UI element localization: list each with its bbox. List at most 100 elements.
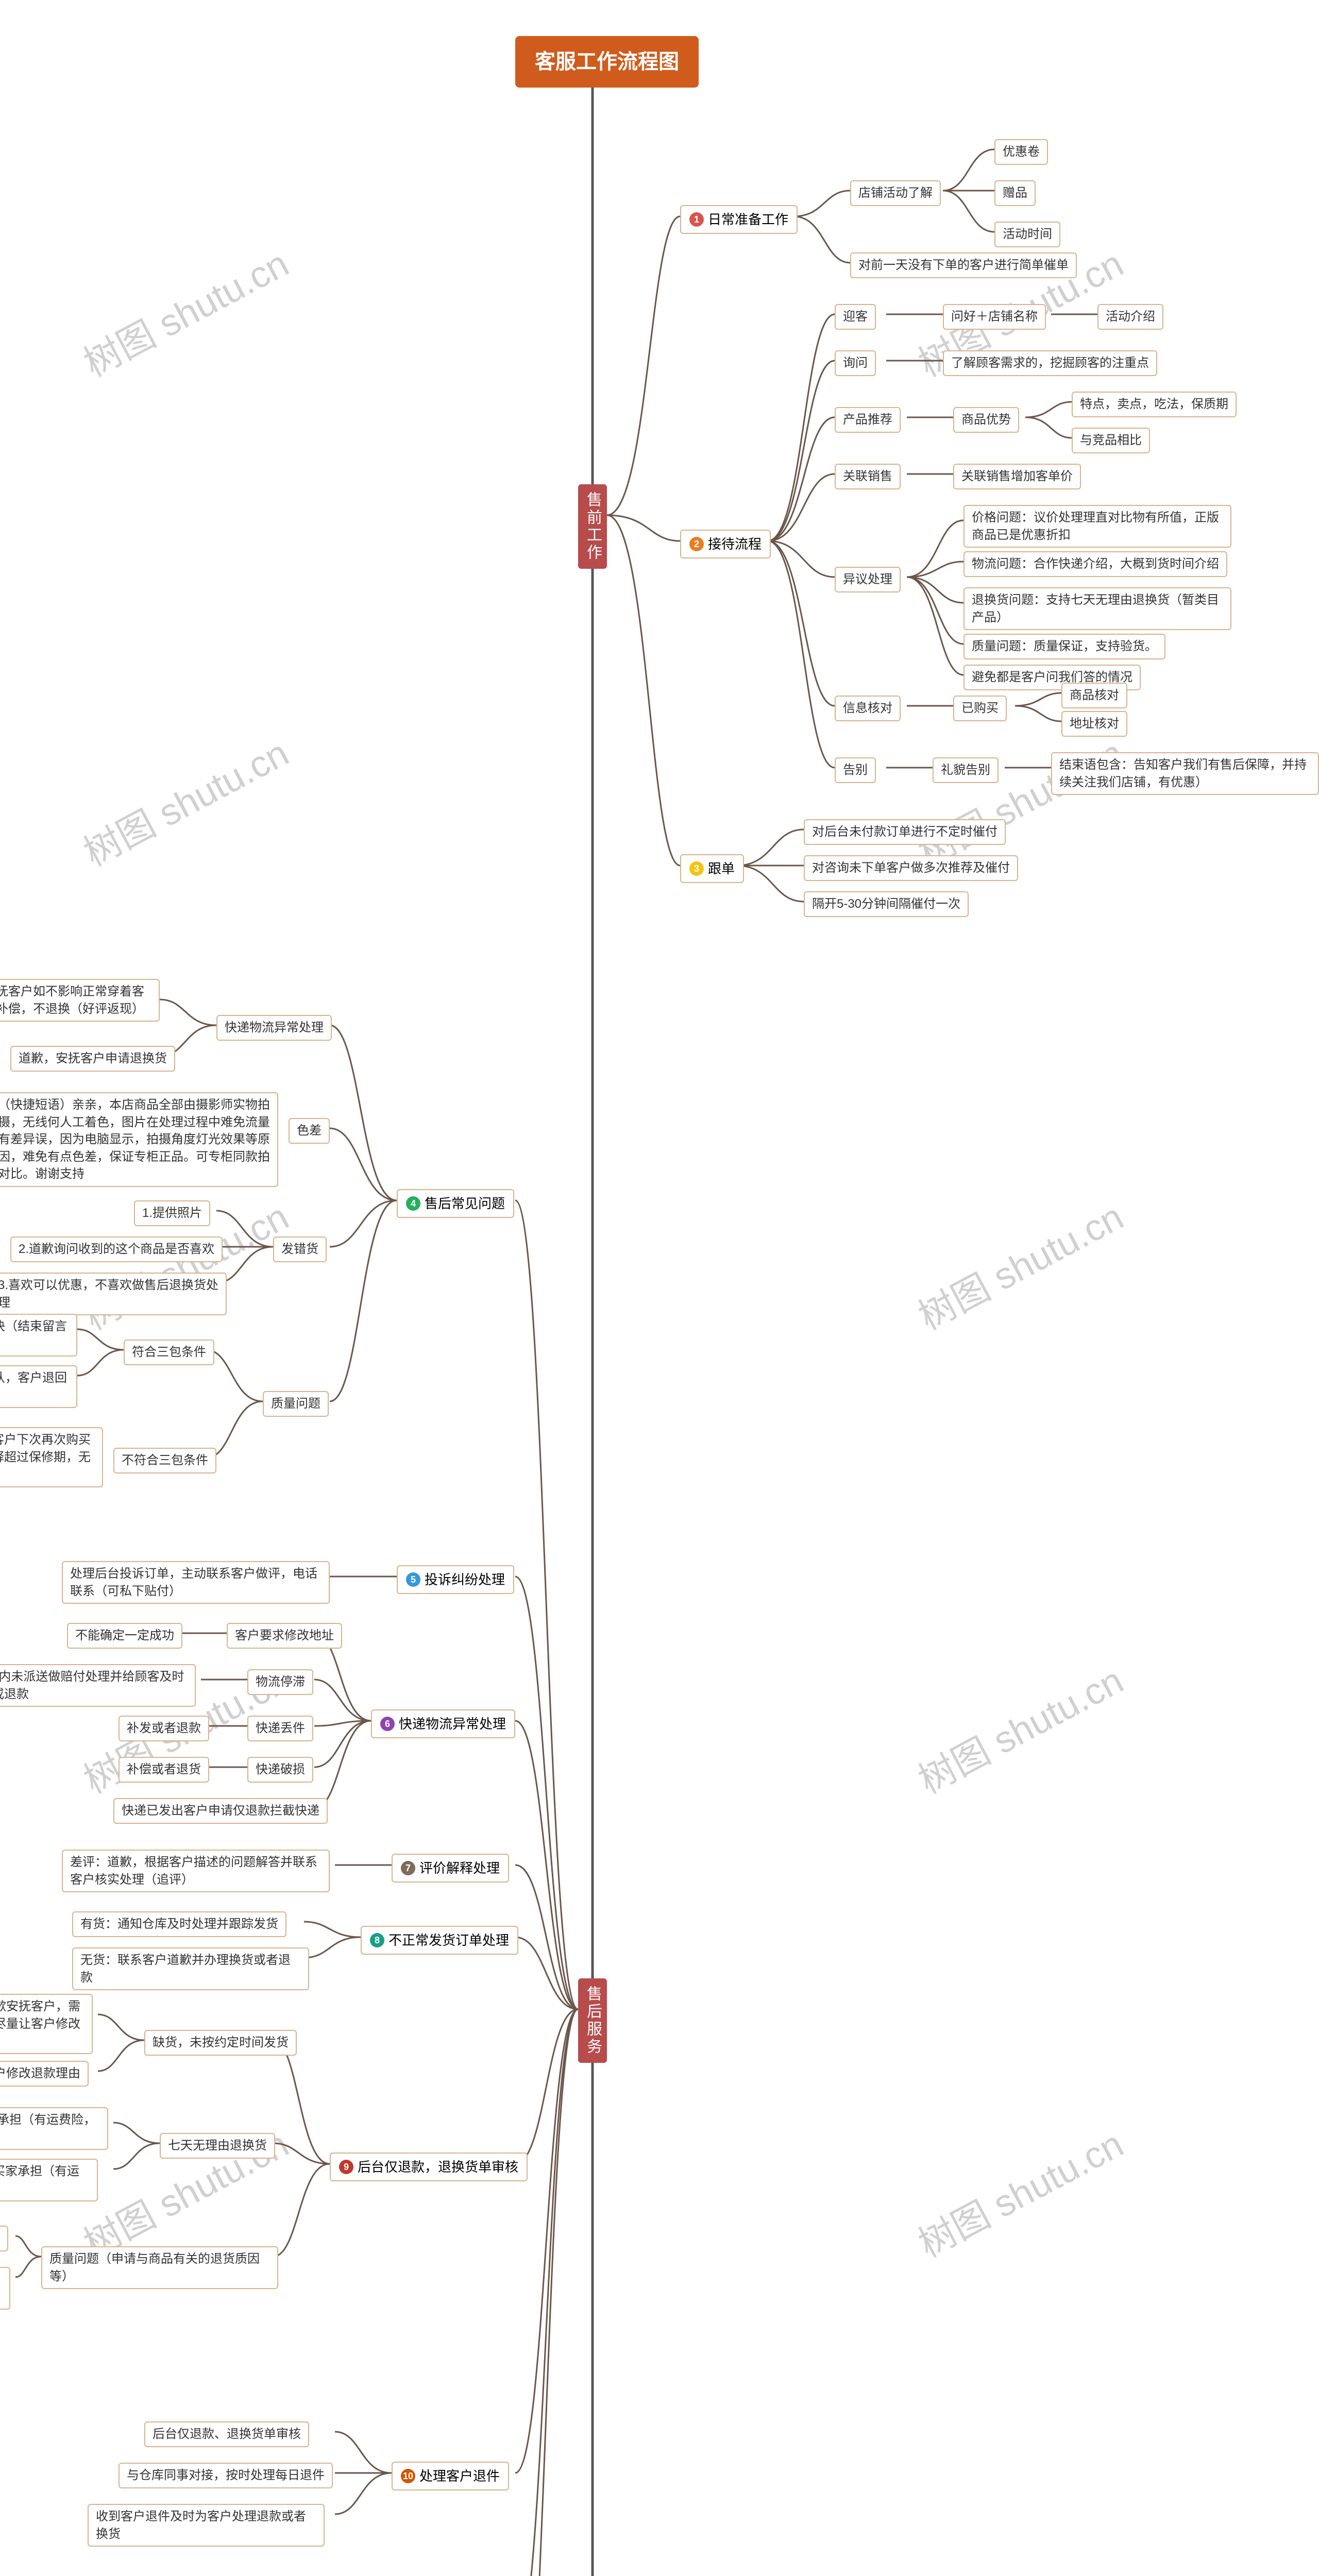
branch-aftersale: 售后服务 <box>578 1978 607 2063</box>
num-icon: 5 <box>406 1572 420 1587</box>
leaf: 客户要求修改地址 <box>227 1623 342 1649</box>
leaf: 店铺活动了解 <box>850 180 941 206</box>
sub-refund-audit: 9 后台仅退款，退换货单审核 <box>330 2153 528 2181</box>
leaf: 物流停滞 <box>247 1669 313 1695</box>
num-icon: 7 <box>401 1861 415 1875</box>
leaf: 2.道歉询问收到的这个商品是否喜欢 <box>10 1236 223 1262</box>
leaf: 不能确定一定成功 <box>67 1623 182 1649</box>
leaf: 告别 <box>835 757 876 783</box>
watermark: 树图 shutu.cn <box>907 2114 1131 2267</box>
leaf: 补发或者退款 <box>119 1716 209 1741</box>
leaf: 后台仅退款、退换货单审核 <box>144 2421 309 2447</box>
leaf: 快递破损 <box>247 1757 313 1783</box>
leaf: 赠品 <box>994 180 1036 206</box>
leaf: 3.喜欢可以优惠，不喜欢做售后退换货处理 <box>0 1273 227 1315</box>
leaf: 七天无理由退换货 <box>160 2133 275 2159</box>
leaf: 异议处理 <box>835 567 901 592</box>
leaf: 不符合三包条件 <box>113 1448 216 1473</box>
leaf: 物流问题：合作快递介绍，大概到货时间介绍 <box>963 551 1227 577</box>
leaf: 产品推荐 <box>835 407 901 433</box>
leaf: 商品优势 <box>953 407 1019 433</box>
leaf: 有货：通知仓库及时处理并跟踪发货 <box>72 1911 286 1937</box>
num-icon: 1 <box>689 212 704 227</box>
leaf: 快递物流异常处理 <box>216 1015 332 1041</box>
num-icon: 6 <box>380 1717 395 1731</box>
watermark: 树图 shutu.cn <box>73 723 296 876</box>
sub-label: 处理客户退件 <box>419 2467 500 2485</box>
leaf: 质量问题（申请与商品有关的退货质因等） <box>41 2246 278 2289</box>
sub-logistics: 6 快递物流异常处理 <box>371 1709 515 1738</box>
leaf: 差评：道歉，根据客户描述的问题解答并联系客户核实处理（追评） <box>62 1850 330 1892</box>
leaf: 迎客 <box>835 304 876 330</box>
leaf: 道歉，安抚客户申请退换货 <box>10 1046 175 1072</box>
leaf: 优惠卷 <box>994 139 1048 165</box>
leaf: 买家原因：退货运费由买家承担（有运费险） <box>0 2159 98 2201</box>
leaf: 活动时间 <box>994 222 1060 247</box>
leaf: 关联销售 <box>835 464 901 489</box>
leaf: 非质量问题：联系客户修改退货理由 <box>0 2267 10 2310</box>
leaf: 地址核对 <box>1061 711 1127 737</box>
branch-presale: 售前工作 <box>578 484 607 569</box>
leaf: 问好＋店铺名称 <box>943 304 1046 330</box>
leaf: 快递已发出客户申请仅退款拦截快递 <box>113 1798 328 1824</box>
leaf: 超7天内未派送做赔付处理并给顾客及时补发或退款 <box>0 1664 196 1707</box>
leaf: 对咨询未下单客户做多次推荐及催付 <box>804 855 1018 881</box>
watermark: 树图 shutu.cn <box>907 1187 1131 1340</box>
leaf: 商品核对 <box>1061 683 1127 708</box>
leaf: 质量问题 <box>263 1391 329 1417</box>
num-icon: 8 <box>370 1933 384 1947</box>
watermark: 树图 shutu.cn <box>907 1651 1131 1804</box>
sub-reception: 2 接待流程 <box>680 530 771 558</box>
leaf: 缺货，未按约定时间发货 <box>144 2030 297 2056</box>
leaf: 商家原因：退货运费由商家承担（有运费险，不做理赔，需补偿运费） <box>0 2107 108 2150</box>
num-icon: 10 <box>401 2469 415 2483</box>
leaf: 道歉，安抚客户情绪，承诺客户下次再次购买给予一点优惠或者赠品。解释超过保修期，无… <box>0 1427 103 1487</box>
leaf: 补偿或者退货 <box>119 1757 209 1783</box>
leaf: 对后台未付款订单进行不定时催付 <box>804 819 1006 845</box>
leaf: 给予补偿，客户自行解决（结束留言售后已解决） <box>0 1314 77 1357</box>
leaf: 了解顾客需求的，挖掘顾客的注重点 <box>943 350 1157 376</box>
sub-label: 评价解释处理 <box>419 1859 500 1877</box>
sub-label: 跟单 <box>708 859 735 878</box>
sub-label: 接待流程 <box>708 535 762 553</box>
num-icon: 9 <box>339 2160 353 2174</box>
sub-common-issues: 4 售后常见问题 <box>397 1189 514 1218</box>
leaf: 退换货问题：支持七天无理由退换货（暂类目产品） <box>963 587 1231 630</box>
sub-abnormal-ship: 8 不正常发货订单处理 <box>361 1926 518 1955</box>
sub-review: 7 评价解释处理 <box>392 1854 509 1883</box>
sub-label: 售后常见问题 <box>425 1194 505 1213</box>
watermark: 树图 shutu.cn <box>73 234 296 387</box>
root-node: 客服工作流程图 <box>515 36 699 88</box>
leaf: 快递丢件 <box>247 1716 313 1741</box>
num-icon: 2 <box>689 537 704 551</box>
leaf: 提供照片，发给总部确认，客户退回换货 <box>0 1365 77 1408</box>
leaf: 处理后台投诉订单，主动联系客户做评，电话联系（可私下贴付） <box>62 1561 330 1604</box>
leaf: （快捷短语）亲亲，本店商品全部由摄影师实物拍摄，无线何人工着色，图片在处理过程中… <box>0 1092 278 1187</box>
leaf: 质量问题：质量保证，支持验货。 <box>963 634 1165 659</box>
sub-label: 投诉纠纷处理 <box>425 1570 505 1589</box>
leaf: 买家原因：联系客户修改退款理由 <box>0 2061 89 2087</box>
leaf: 结束语包含：告知客户我们有售后保障，并持续关注我们店铺，有优惠） <box>1051 752 1319 795</box>
leaf: 收到客户退件及时为客户处理退款或者换货 <box>88 2504 325 2547</box>
leaf: 特点，卖点，吃法，保质期 <box>1072 392 1237 417</box>
leaf: 1.提供照片 <box>134 1200 210 1226</box>
leaf: 对前一天没有下单的客户进行简单催单 <box>850 252 1077 278</box>
leaf: 与仓库同事对接，按时处理每日退件 <box>119 2463 333 2488</box>
leaf: 活动介绍 <box>1097 304 1163 330</box>
leaf: 道歉，安抚客户如不影响正常穿着客户给客户补偿，不退换（好评返现） <box>0 979 160 1022</box>
num-icon: 4 <box>406 1196 420 1211</box>
sub-followup: 3 跟单 <box>680 854 744 883</box>
leaf: 已购买 <box>953 696 1007 721</box>
leaf: 质量问题：提供商品图片 <box>0 2226 8 2251</box>
leaf: 关联销售增加客单价 <box>953 464 1081 489</box>
num-icon: 3 <box>689 861 704 876</box>
leaf: 价格问题：议价处理理直对比物有所值，正版商品已是优惠折扣 <box>963 505 1231 548</box>
leaf: 信息核对 <box>835 696 901 721</box>
leaf: 无货：联系客户道歉并办理换货或者退款 <box>72 1947 309 1990</box>
sub-handle-return: 10 处理客户退件 <box>392 2462 509 2490</box>
sub-label: 不正常发货订单处理 <box>388 1931 509 1950</box>
leaf: 符合三包条件 <box>124 1340 214 1365</box>
watermark: 树图 shutu.cn <box>907 723 1131 876</box>
leaf: 商家原因：电话联系客户，道歉安抚客户，需要贴付可以私下给客户贴付，尽量让客户修改… <box>0 1994 93 2054</box>
sub-label: 后台仅退款，退换货单审核 <box>358 2158 518 2176</box>
